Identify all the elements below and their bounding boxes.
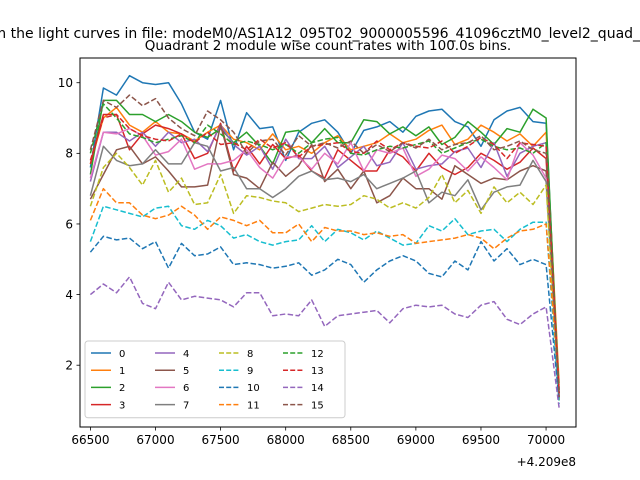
x-tick-label-68000: 68000 (267, 433, 305, 447)
legend-label-3: 3 (119, 400, 125, 411)
series-line-3 (89, 113, 560, 390)
series-line-4 (89, 124, 560, 398)
legend-label-10: 10 (247, 383, 260, 394)
series-line-9 (89, 205, 560, 405)
series-line-0 (89, 74, 560, 394)
legend-label-9: 9 (247, 366, 253, 377)
series-line-11 (89, 187, 560, 387)
chart-title: Quadrant 2 module wise count rates with … (145, 38, 511, 54)
axes-frame (79, 57, 577, 428)
y-tick-label-10: 10 (58, 76, 73, 90)
legend-label-14: 14 (311, 383, 324, 394)
legend-label-0: 0 (119, 349, 125, 360)
legend-label-11: 11 (247, 400, 260, 411)
legend-label-5: 5 (183, 366, 189, 377)
series-line-15 (89, 94, 560, 398)
legend-label-15: 15 (311, 400, 324, 411)
figure-suptitle: Plots from the light curves in file: mod… (0, 26, 640, 42)
series-line-12 (89, 103, 560, 390)
x-tick-label-70000: 70000 (527, 433, 565, 447)
legend-label-6: 6 (183, 383, 189, 394)
x-tick-label-66500: 66500 (71, 433, 109, 447)
x-tick-label-67500: 67500 (202, 433, 240, 447)
legend-label-12: 12 (311, 349, 324, 360)
legend-label-7: 7 (183, 400, 189, 411)
series-line-8 (89, 152, 560, 401)
x-tick-label-69500: 69500 (462, 433, 500, 447)
legend-label-8: 8 (247, 349, 253, 360)
legend-box (84, 340, 346, 419)
series-line-10 (89, 235, 560, 401)
x-tick-label-69000: 69000 (397, 433, 435, 447)
y-tick-label-6: 6 (65, 217, 73, 231)
y-tick-label-4: 4 (65, 288, 73, 302)
series-line-14 (89, 276, 560, 408)
series-line-5 (89, 124, 560, 394)
legend-label-4: 4 (183, 349, 189, 360)
series-layer (89, 74, 560, 408)
legend-label-13: 13 (311, 366, 324, 377)
y-axis: 2 4 6 8 10 (58, 76, 80, 373)
y-tick-label-2: 2 (65, 359, 73, 373)
series-line-2 (89, 99, 560, 401)
legend-label-1: 1 (119, 366, 125, 377)
legend-label-2: 2 (119, 383, 125, 394)
x-tick-label-67000: 67000 (136, 433, 174, 447)
series-line-6 (89, 127, 560, 390)
x-offset-label: +4.209e8 (517, 455, 576, 469)
y-tick-label-8: 8 (65, 147, 73, 161)
series-line-7 (89, 141, 560, 398)
x-axis: 66500 67000 67500 68000 68500 69000 69500 70000 (71, 427, 565, 447)
x-tick-label-68500: 68500 (332, 433, 370, 447)
